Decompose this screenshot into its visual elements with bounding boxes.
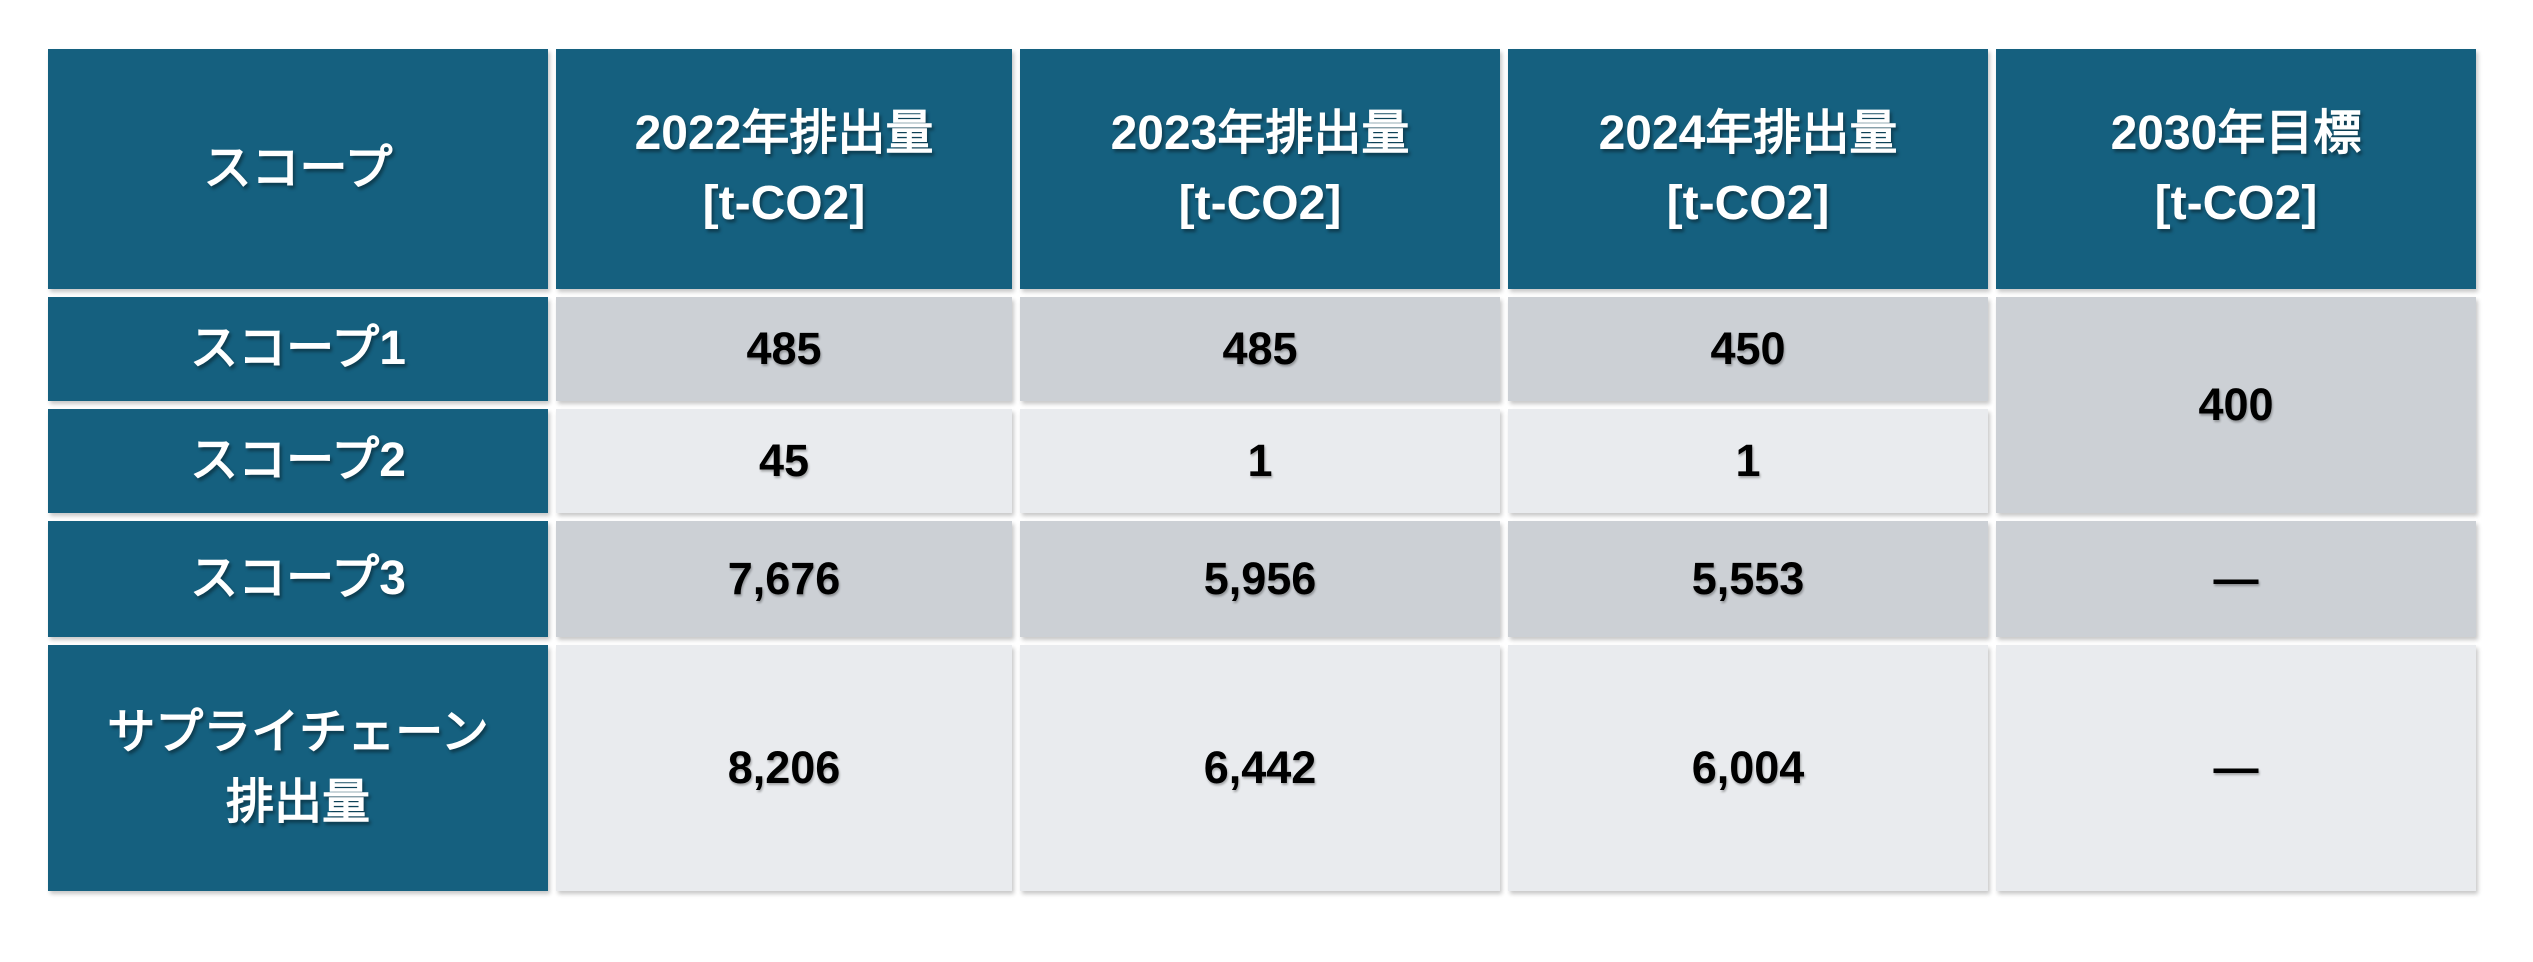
column-header-2024: 2024年排出量 [t-CO2] (1508, 49, 1988, 289)
scope1-2-target-value: 400 (1996, 297, 2476, 513)
column-header-scope: スコープ (48, 49, 548, 289)
column-header-2030-unit: [t-CO2] (2154, 177, 2318, 230)
supply-chain-2023-value: 6,442 (1020, 645, 1500, 891)
row-label-scope1: スコープ1 (48, 297, 548, 401)
scope3-2023-value: 5,956 (1020, 521, 1500, 637)
scope2-2024-value: 1 (1508, 409, 1988, 513)
supply-chain-2022-value: 8,206 (556, 645, 1012, 891)
row-label-supply-chain: サプライチェーン 排出量 (48, 645, 548, 891)
header-row: スコープ 2022年排出量 [t-CO2] 2023年排出量 [t-CO2] 2… (48, 49, 2476, 289)
column-header-2022: 2022年排出量 [t-CO2] (556, 49, 1012, 289)
scope2-2022-value: 45 (556, 409, 1012, 513)
scope1-2023-value: 485 (1020, 297, 1500, 401)
row-label-supply-chain-line2: 排出量 (225, 776, 370, 829)
column-header-2022-unit: [t-CO2] (702, 177, 866, 230)
column-header-2030-target: 2030年目標 [t-CO2] (1996, 49, 2476, 289)
row-label-scope3: スコープ3 (48, 521, 548, 637)
column-header-2030-title: 2030年目標 (2110, 107, 2362, 161)
scope1-2022-value: 485 (556, 297, 1012, 401)
scope1-2024-value: 450 (1508, 297, 1988, 401)
table-row-scope2: スコープ2 45 1 1 (48, 409, 2476, 513)
column-header-2024-unit: [t-CO2] (1666, 177, 1830, 230)
column-header-scope-label: スコープ (203, 142, 393, 196)
column-header-2024-title: 2024年排出量 (1598, 107, 1898, 161)
scope3-target-dash: ― (1996, 521, 2476, 637)
emissions-table: スコープ 2022年排出量 [t-CO2] 2023年排出量 [t-CO2] 2… (40, 41, 2484, 899)
scope2-2023-value: 1 (1020, 409, 1500, 513)
scope3-2024-value: 5,553 (1508, 521, 1988, 637)
supply-chain-2024-value: 6,004 (1508, 645, 1988, 891)
emissions-table-container: スコープ 2022年排出量 [t-CO2] 2023年排出量 [t-CO2] 2… (40, 41, 2484, 899)
supply-chain-target-dash: ― (1996, 645, 2476, 891)
row-label-supply-chain-line1: サプライチェーン (107, 706, 489, 760)
column-header-2023-unit: [t-CO2] (1178, 177, 1342, 230)
table-row-scope3: スコープ3 7,676 5,956 5,553 ― (48, 521, 2476, 637)
table-row-supply-chain: サプライチェーン 排出量 8,206 6,442 6,004 ― (48, 645, 2476, 891)
table-row-scope1: スコープ1 485 485 450 400 (48, 297, 2476, 513)
column-header-2023-title: 2023年排出量 (1110, 107, 1410, 161)
column-header-2023: 2023年排出量 [t-CO2] (1020, 49, 1500, 289)
column-header-2022-title: 2022年排出量 (634, 107, 934, 161)
row-label-scope2: スコープ2 (48, 409, 548, 513)
scope3-2022-value: 7,676 (556, 521, 1012, 637)
